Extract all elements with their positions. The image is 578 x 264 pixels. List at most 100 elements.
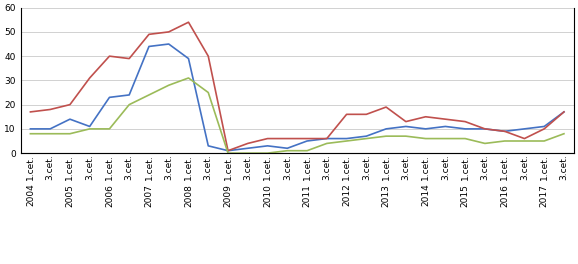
Apstrādes rūpniecība <box>284 147 291 150</box>
Pakalpojumi <box>541 139 548 143</box>
Apstrādes rūpniecība <box>343 137 350 140</box>
Legend: Apstrādes rūpniecība, Būvniecība, Pakalpojumi: Apstrādes rūpniecība, Būvniecība, Pakalp… <box>114 263 480 264</box>
Būvniecība <box>462 120 469 123</box>
Pakalpojumi <box>86 127 93 130</box>
Apstrādes rūpniecība <box>402 125 409 128</box>
Būvniecība <box>126 57 133 60</box>
Pakalpojumi <box>244 152 251 155</box>
Pakalpojumi <box>146 93 153 97</box>
Būvniecība <box>205 55 212 58</box>
Būvniecība <box>185 21 192 24</box>
Pakalpojumi <box>47 132 54 135</box>
Būvniecība <box>66 103 73 106</box>
Būvniecība <box>363 113 370 116</box>
Pakalpojumi <box>284 149 291 152</box>
Line: Būvniecība: Būvniecība <box>31 22 564 151</box>
Būvniecība <box>561 110 568 114</box>
Būvniecība <box>264 137 271 140</box>
Apstrādes rūpniecība <box>422 127 429 130</box>
Būvniecība <box>521 137 528 140</box>
Būvniecība <box>47 108 54 111</box>
Pakalpojumi <box>402 135 409 138</box>
Pakalpojumi <box>422 137 429 140</box>
Apstrādes rūpniecība <box>264 144 271 147</box>
Apstrādes rūpniecība <box>146 45 153 48</box>
Pakalpojumi <box>561 132 568 135</box>
Pakalpojumi <box>264 152 271 155</box>
Pakalpojumi <box>323 142 330 145</box>
Apstrādes rūpniecība <box>442 125 449 128</box>
Apstrādes rūpniecība <box>66 117 73 121</box>
Būvniecība <box>224 149 231 152</box>
Pakalpojumi <box>363 137 370 140</box>
Pakalpojumi <box>303 149 310 152</box>
Text: 2004: 2004 <box>26 184 35 206</box>
Būvniecība <box>422 115 429 118</box>
Line: Pakalpojumi: Pakalpojumi <box>31 78 564 153</box>
Text: 2007: 2007 <box>144 184 154 206</box>
Pakalpojumi <box>185 76 192 79</box>
Pakalpojumi <box>27 132 34 135</box>
Apstrādes rūpniecība <box>501 130 508 133</box>
Text: 2006: 2006 <box>105 184 114 206</box>
Apstrādes rūpniecība <box>27 127 34 130</box>
Būvniecība <box>106 55 113 58</box>
Pakalpojumi <box>224 152 231 155</box>
Būvniecība <box>146 33 153 36</box>
Pakalpojumi <box>501 139 508 143</box>
Būvniecība <box>481 127 488 130</box>
Apstrādes rūpniecība <box>106 96 113 99</box>
Būvniecība <box>86 76 93 79</box>
Pakalpojumi <box>343 139 350 143</box>
Pakalpojumi <box>205 91 212 94</box>
Būvniecība <box>284 137 291 140</box>
Text: 2010: 2010 <box>263 184 272 206</box>
Apstrādes rūpniecība <box>521 127 528 130</box>
Būvniecība <box>303 137 310 140</box>
Line: Apstrādes rūpniecība: Apstrādes rūpniecība <box>31 44 564 151</box>
Apstrādes rūpniecība <box>363 135 370 138</box>
Pakalpojumi <box>383 135 390 138</box>
Text: 2012: 2012 <box>342 184 351 206</box>
Text: 2013: 2013 <box>381 184 391 206</box>
Būvniecība <box>442 117 449 121</box>
Text: 2015: 2015 <box>461 184 470 206</box>
Text: 2014: 2014 <box>421 184 430 206</box>
Apstrādes rūpniecība <box>205 144 212 147</box>
Būvniecība <box>541 127 548 130</box>
Apstrādes rūpniecība <box>462 127 469 130</box>
Apstrādes rūpniecība <box>561 110 568 114</box>
Apstrādes rūpniecība <box>165 43 172 46</box>
Būvniecība <box>27 110 34 114</box>
Apstrādes rūpniecība <box>86 125 93 128</box>
Apstrādes rūpniecība <box>126 93 133 97</box>
Būvniecība <box>343 113 350 116</box>
Pakalpojumi <box>521 139 528 143</box>
Pakalpojumi <box>66 132 73 135</box>
Text: 2008: 2008 <box>184 184 193 206</box>
Apstrādes rūpniecība <box>244 147 251 150</box>
Pakalpojumi <box>442 137 449 140</box>
Text: 2009: 2009 <box>224 184 232 206</box>
Text: 2017: 2017 <box>540 184 549 206</box>
Pakalpojumi <box>126 103 133 106</box>
Pakalpojumi <box>481 142 488 145</box>
Apstrādes rūpniecība <box>323 137 330 140</box>
Apstrādes rūpniecība <box>224 149 231 152</box>
Pakalpojumi <box>106 127 113 130</box>
Pakalpojumi <box>165 84 172 87</box>
Būvniecība <box>244 142 251 145</box>
Apstrādes rūpniecība <box>185 57 192 60</box>
Apstrādes rūpniecība <box>541 125 548 128</box>
Būvniecība <box>402 120 409 123</box>
Text: 2011: 2011 <box>302 184 312 206</box>
Būvniecība <box>323 137 330 140</box>
Būvniecība <box>383 106 390 109</box>
Apstrādes rūpniecība <box>481 127 488 130</box>
Apstrādes rūpniecība <box>383 127 390 130</box>
Text: 2005: 2005 <box>65 184 75 206</box>
Pakalpojumi <box>462 137 469 140</box>
Text: 2016: 2016 <box>500 184 509 206</box>
Būvniecība <box>165 30 172 34</box>
Būvniecība <box>501 130 508 133</box>
